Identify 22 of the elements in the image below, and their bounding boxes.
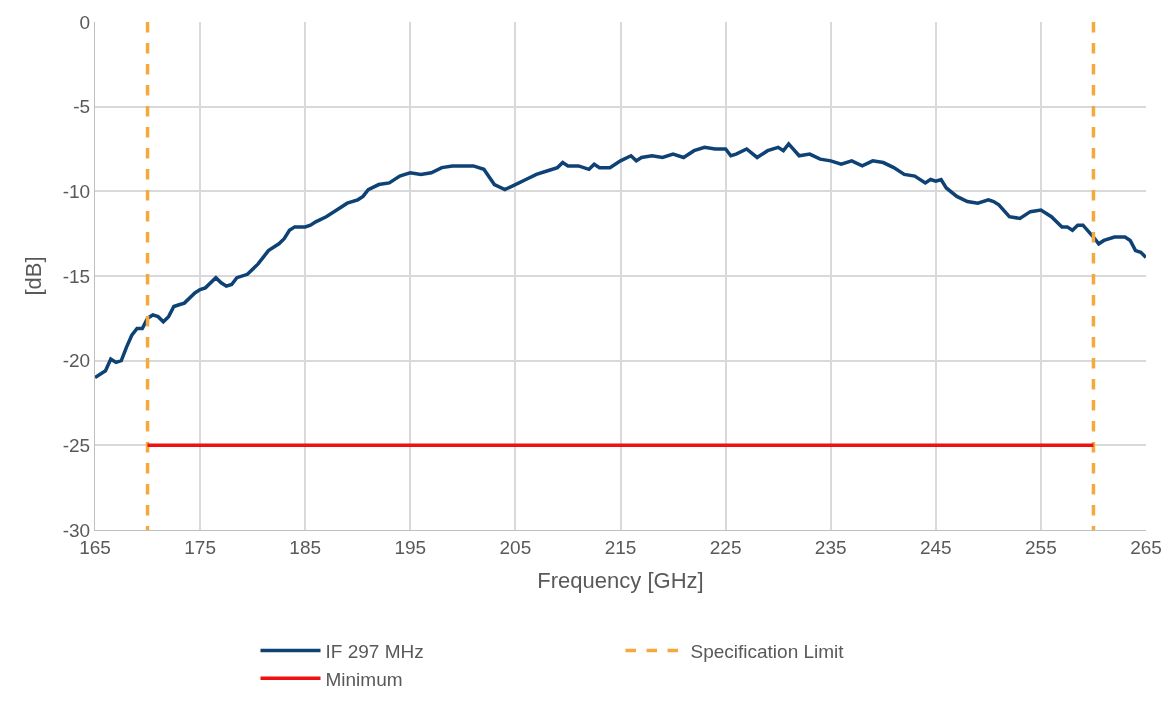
y-tick-label: -5 <box>73 96 91 118</box>
y-tick-label: -20 <box>62 350 91 372</box>
x-tick-label: 205 <box>499 536 532 558</box>
x-tick-label: 195 <box>394 536 427 558</box>
x-axis-title: Frequency [GHz] <box>537 567 704 593</box>
x-tick-label: 175 <box>184 536 216 558</box>
x-tick-label: 245 <box>919 536 952 558</box>
x-tick-label: 255 <box>1025 536 1057 558</box>
y-tick-label: -15 <box>62 265 91 287</box>
line-series <box>95 142 1146 380</box>
y-tick-label: -10 <box>62 180 91 202</box>
y-tick-label: -25 <box>62 434 91 456</box>
x-tick-label: 215 <box>604 536 637 558</box>
legend-label: IF 297 MHz <box>325 640 424 662</box>
x-tick-label: 225 <box>709 536 742 558</box>
y-axis-title: [dB] <box>20 256 46 296</box>
legend-label: Minimum <box>325 668 403 690</box>
legend-label: Specification Limit <box>690 640 845 662</box>
y-tick-label: 0 <box>79 11 91 33</box>
x-tick-label: 265 <box>1130 536 1162 558</box>
x-tick-label: 235 <box>814 536 847 558</box>
x-tick-label: 185 <box>289 536 322 558</box>
